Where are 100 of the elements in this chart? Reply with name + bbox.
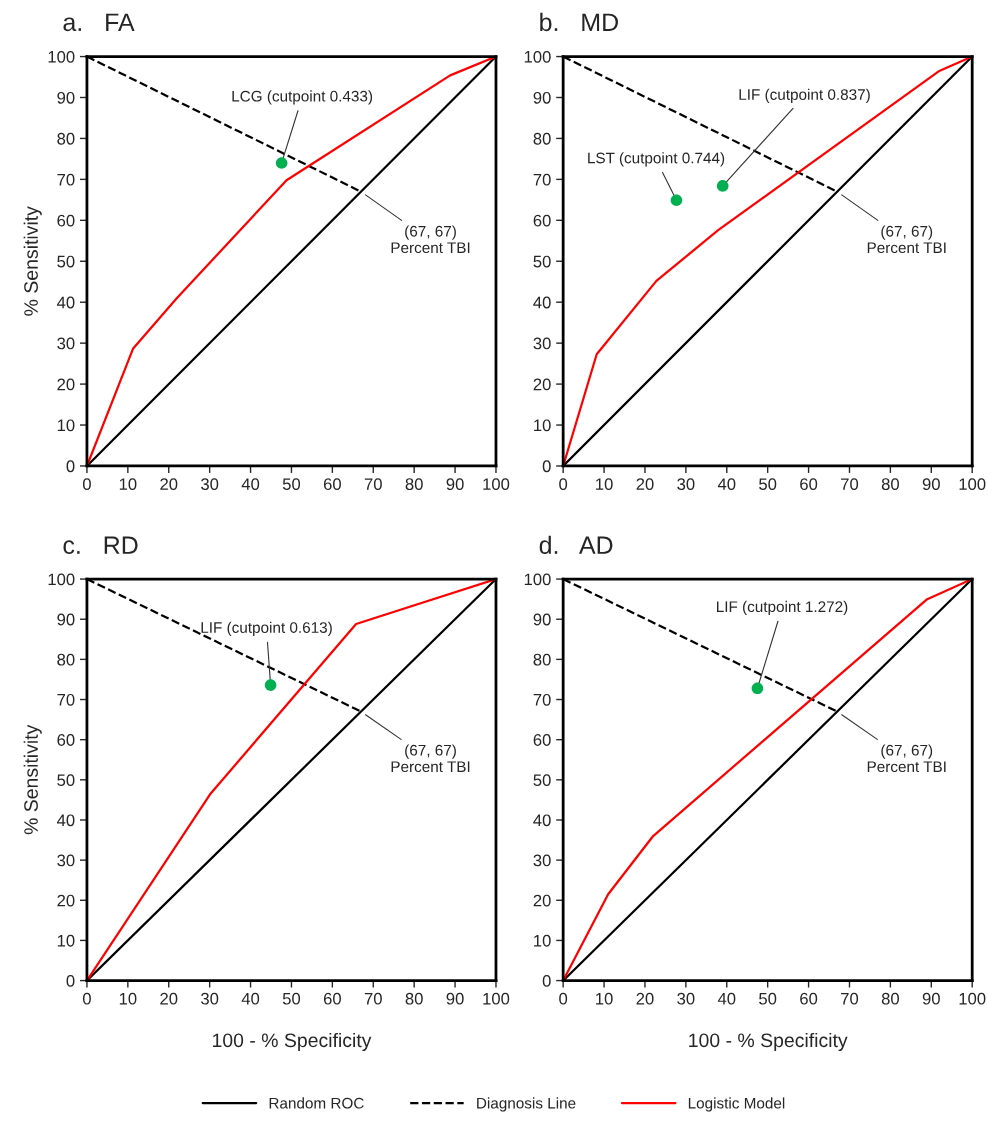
x-tick-label: 50: [282, 992, 301, 1005]
x-tick-label: 10: [119, 478, 137, 491]
x-tick-label: 100: [959, 992, 986, 1005]
x-axis-title: 100 - % Specificity: [689, 1032, 848, 1052]
y-tick-label: 100: [524, 50, 551, 63]
y-tick-label: 60: [57, 214, 75, 227]
x-tick-label: 70: [841, 478, 859, 491]
x-tick-label: 30: [201, 992, 219, 1005]
y-tick-label: 50: [533, 774, 551, 787]
x-tick-label: 100: [959, 478, 986, 491]
y-tick-label: 10: [534, 934, 551, 947]
y-tick-label: 10: [57, 419, 75, 432]
x-tick-label: 40: [241, 478, 260, 491]
x-tick-label: 80: [405, 992, 423, 1005]
y-tick-label: 40: [533, 296, 551, 309]
x-tick-label: 60: [800, 478, 818, 491]
x-tick-label: 40: [717, 478, 736, 491]
x-tick-label: 100: [483, 992, 510, 1005]
y-tick-label: 90: [533, 613, 551, 626]
x-tick-label: 10: [119, 992, 137, 1005]
y-tick-label: 20: [533, 894, 551, 907]
x-tick-label: 30: [677, 478, 695, 491]
annotation: (67, 67) Percent TBI: [391, 744, 470, 773]
y-tick-label: 20: [57, 378, 75, 391]
x-tick-label: 70: [841, 992, 859, 1005]
y-tick-label: 100: [524, 573, 551, 586]
x-tick-label: 50: [282, 478, 301, 491]
y-tick-label: 40: [56, 296, 75, 309]
y-tick-label: 0: [66, 974, 75, 987]
chart-title: c. RD: [63, 536, 138, 555]
x-tick-label: 70: [364, 478, 382, 491]
chart-title: a. FA: [63, 13, 135, 32]
x-tick-label: 0: [82, 992, 91, 1005]
y-tick-label: 90: [533, 91, 551, 104]
y-tick-label: 0: [542, 974, 551, 987]
x-tick-label: 30: [201, 478, 219, 491]
x-tick-label: 50: [759, 478, 777, 491]
legend-label: Diagnosis Line: [477, 1097, 576, 1112]
y-tick-label: 100: [48, 50, 75, 63]
y-tick-label: 30: [533, 337, 551, 350]
y-tick-label: 20: [533, 378, 551, 391]
y-tick-label: 30: [533, 854, 551, 867]
legend-label: Logistic Model: [688, 1097, 785, 1112]
x-tick-label: 40: [241, 992, 260, 1005]
y-tick-label: 90: [57, 91, 75, 104]
x-tick-label: 90: [446, 478, 464, 491]
x-tick-label: 20: [636, 478, 654, 491]
y-axis-title: % Sensitivity: [23, 206, 42, 316]
y-tick-label: 50: [57, 774, 75, 787]
y-tick-label: 70: [533, 693, 551, 706]
x-tick-label: 20: [636, 992, 654, 1005]
y-tick-label: 30: [57, 854, 75, 867]
y-tick-label: 80: [57, 653, 75, 666]
x-tick-label: 90: [446, 992, 464, 1005]
x-tick-label: 100: [483, 478, 510, 491]
x-tick-label: 10: [596, 992, 613, 1005]
annotation: LIF (cutpoint 0.613): [201, 621, 332, 636]
x-tick-label: 0: [559, 478, 568, 491]
x-tick-label: 20: [160, 992, 178, 1005]
annotation: LCG (cutpoint 0.433): [232, 90, 373, 105]
x-tick-label: 90: [922, 478, 940, 491]
y-tick-label: 80: [533, 653, 551, 666]
y-tick-label: 0: [542, 460, 551, 473]
y-tick-label: 30: [57, 337, 75, 350]
y-tick-label: 60: [533, 214, 551, 227]
x-tick-label: 40: [717, 992, 736, 1005]
y-tick-label: 40: [56, 814, 75, 827]
x-tick-label: 60: [323, 992, 341, 1005]
x-tick-label: 0: [559, 992, 568, 1005]
x-tick-label: 50: [759, 992, 777, 1005]
y-tick-label: 70: [57, 693, 75, 706]
y-axis-title: % Sensitivity: [23, 724, 42, 835]
x-tick-label: 80: [881, 478, 899, 491]
y-tick-label: 60: [57, 734, 75, 746]
x-tick-label: 90: [922, 992, 940, 1005]
y-tick-label: 60: [533, 734, 551, 746]
x-axis-title: 100 - % Specificity: [212, 1032, 372, 1052]
legend-label: Random ROC: [269, 1097, 364, 1109]
x-tick-label: 30: [677, 992, 695, 1005]
annotation: LST (cutpoint 0.744): [588, 152, 725, 167]
x-tick-label: 20: [160, 478, 178, 491]
annotation: LIF (cutpoint 0.837): [739, 88, 870, 103]
x-tick-label: 60: [800, 992, 818, 1005]
y-tick-label: 10: [57, 934, 75, 947]
x-tick-label: 0: [82, 478, 91, 491]
y-tick-label: 70: [57, 173, 75, 186]
annotation: LIF (cutpoint 1.272): [717, 600, 848, 616]
y-tick-label: 10: [534, 419, 551, 432]
y-tick-label: 100: [48, 573, 75, 586]
x-tick-label: 60: [323, 478, 341, 491]
annotation: (67, 67) Percent TBI: [867, 225, 946, 254]
chart-title: d. AD: [539, 535, 613, 555]
annotation: (67, 67) Percent TBI: [867, 744, 946, 773]
y-tick-label: 20: [57, 894, 75, 907]
annotation: (67, 67) Percent TBI: [391, 225, 470, 254]
x-tick-label: 70: [364, 992, 382, 1005]
x-tick-label: 10: [596, 478, 613, 491]
y-tick-label: 0: [66, 460, 75, 473]
x-tick-label: 80: [405, 478, 423, 491]
y-tick-label: 50: [57, 255, 75, 268]
